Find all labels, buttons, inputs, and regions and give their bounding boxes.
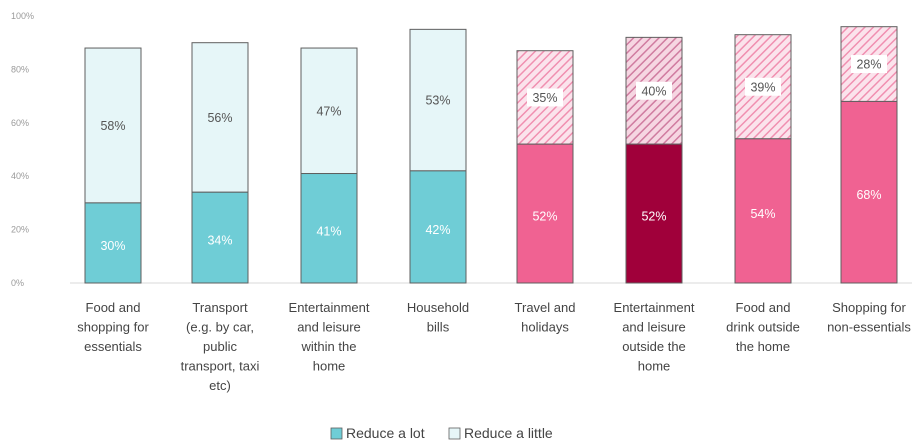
- x-tick-label: Travel and holidays: [515, 300, 576, 335]
- x-tick-label: Food and shopping for essentials: [77, 300, 149, 354]
- bar-segment-reduce-a-lot: [300, 173, 358, 284]
- bar-segment-reduce-a-lot: [84, 202, 142, 284]
- data-label-reduce-a-lot: 30%: [100, 239, 125, 253]
- data-label-bg: [745, 77, 781, 96]
- data-label-reduce-a-lot: 52%: [641, 210, 666, 224]
- data-label-reduce-a-lot: 68%: [856, 188, 881, 202]
- data-label-reduce-a-little: 53%: [425, 94, 450, 108]
- bar-segment-reduce-a-lot: [191, 191, 249, 284]
- data-label-reduce-a-little: 56%: [207, 111, 232, 125]
- data-label-bg: [202, 108, 238, 127]
- data-label-reduce-a-lot: 42%: [425, 223, 450, 237]
- bar-segment-reduce-a-lot: [840, 100, 898, 284]
- legend-label-reduce-a-lot: Reduce a lot: [346, 425, 425, 441]
- data-label-bg: [636, 81, 672, 100]
- bar-segment-reduce-a-lot: [516, 143, 574, 284]
- data-label-bg: [311, 101, 347, 120]
- y-tick-label: 20%: [11, 225, 29, 235]
- data-label-reduce-a-little: 28%: [856, 58, 881, 72]
- data-label-reduce-a-lot: 54%: [750, 207, 775, 221]
- y-tick-label: 40%: [11, 171, 29, 181]
- legend-swatch-reduce-a-lot: [330, 427, 343, 440]
- y-tick-label: 60%: [11, 118, 29, 128]
- bar-segment-reduce-a-lot: [625, 143, 683, 284]
- x-tick-label: Shopping for non-essentials: [827, 300, 911, 335]
- legend-swatch-reduce-a-little: [448, 427, 461, 440]
- data-label-reduce-a-little: 58%: [100, 119, 125, 133]
- x-tick-label: Entertainment and leisure within the home: [289, 300, 370, 374]
- data-label-reduce-a-little: 35%: [532, 91, 557, 105]
- y-tick-label: 80%: [11, 64, 29, 74]
- data-label-reduce-a-lot: 52%: [532, 210, 557, 224]
- header-fragment-right: ...: [398, 0, 409, 1]
- data-label-reduce-a-lot: 41%: [316, 224, 341, 238]
- data-label-bg: [420, 91, 456, 110]
- category-labels: Food and shopping for essentials Transport(…: [77, 300, 911, 393]
- legend-label-reduce-a-little: Reduce a little: [464, 425, 553, 441]
- data-label-reduce-a-little: 40%: [641, 84, 666, 98]
- y-tick-label: 100%: [11, 11, 34, 21]
- data-label-reduce-a-little: 39%: [750, 80, 775, 94]
- y-tick-label: 0%: [11, 278, 24, 288]
- bar-segment-reduce-a-lot: [734, 138, 792, 284]
- header-fragment-left: ...: [215, 0, 226, 1]
- x-tick-label: Transport (e.g. by car, public transport, t…: [181, 300, 260, 393]
- data-label-reduce-a-lot: 34%: [207, 234, 232, 248]
- bars: 58% 30% 56% 34% 47% 41% 53% 42% 35% 52% 40% 52% 39% 5…: [84, 26, 898, 284]
- data-label-bg: [851, 55, 887, 74]
- legend: Reduce a lot Reduce a little: [330, 425, 553, 441]
- data-label-bg: [95, 116, 131, 135]
- data-label-reduce-a-little: 47%: [316, 104, 341, 118]
- x-tick-label: Food and drink outside the home: [726, 300, 800, 354]
- x-tick-label: Entertainment and leisure outside the home: [614, 300, 695, 374]
- x-tick-label: Household bills: [407, 300, 469, 335]
- data-label-bg: [527, 88, 563, 107]
- bar-segment-reduce-a-lot: [409, 170, 467, 284]
